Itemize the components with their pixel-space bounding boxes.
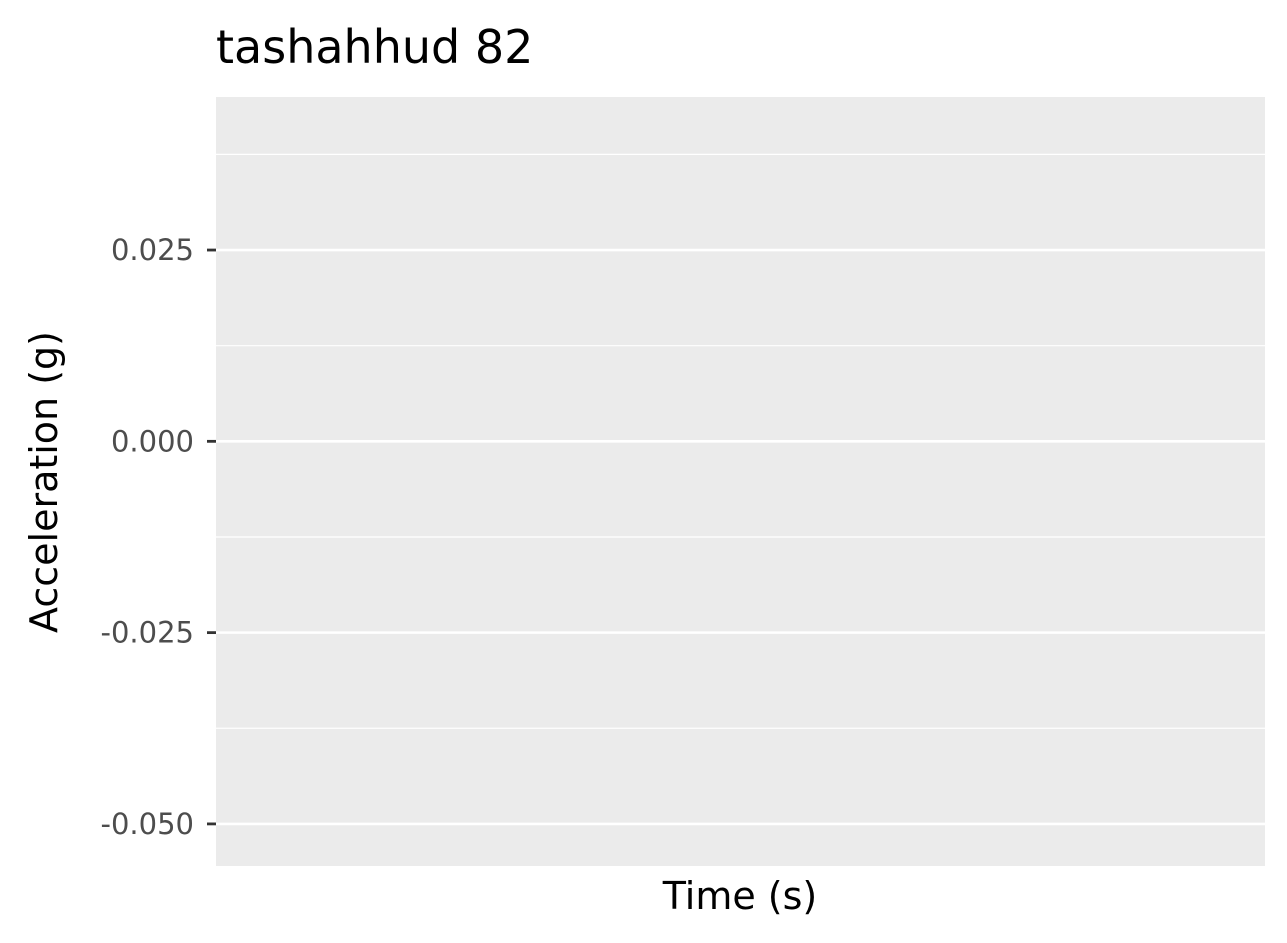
y-axis: 0.025 0.000 -0.025 -0.050 (101, 233, 216, 841)
y-tick-label: 0.000 (111, 424, 194, 458)
plot-panel (216, 97, 1265, 866)
y-tick-label: -0.050 (101, 807, 195, 841)
major-gridlines (216, 248, 1265, 826)
x-axis-title: Time (s) (662, 874, 818, 918)
minor-gridlines (216, 153, 1265, 729)
y-tick-label: -0.025 (101, 616, 195, 650)
y-axis-title: Acceleration (g) (22, 331, 66, 633)
y-tick-label: 0.025 (111, 233, 194, 267)
chart-title: tashahhud 82 (216, 20, 533, 74)
